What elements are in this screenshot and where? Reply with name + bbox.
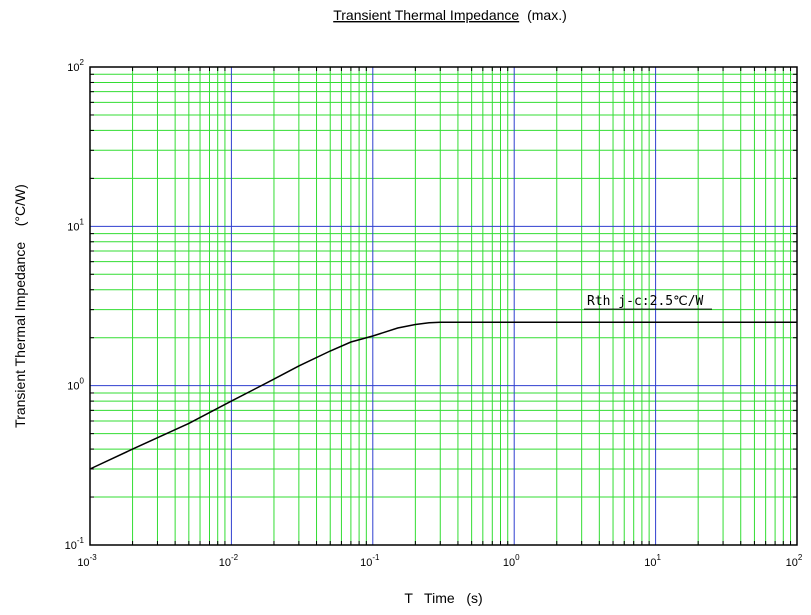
major-grid (90, 67, 797, 545)
y-tick-label: 10-1 (65, 536, 85, 552)
y-tick-exponent: -1 (77, 536, 85, 545)
chart-title-suffix: (max.) (527, 7, 567, 23)
x-tick-base: 10 (644, 557, 656, 569)
y-axis-label: Transient Thermal Impedance (°C/W) (12, 184, 28, 428)
x-tick-label: 100 (503, 553, 520, 569)
x-tick-exponent: 2 (798, 553, 803, 562)
y-tick-exponent: 0 (80, 377, 85, 386)
x-tick-label: 10-1 (360, 553, 380, 569)
x-tick-exponent: -2 (231, 553, 239, 562)
x-tick-label: 102 (786, 553, 803, 569)
y-tick-base: 10 (67, 381, 79, 393)
x-tick-base: 10 (503, 557, 515, 569)
x-tick-exponent: 0 (515, 553, 520, 562)
x-tick-exponent: -1 (372, 553, 380, 562)
y-tick-base: 10 (67, 62, 79, 74)
thermal-impedance-curve (89, 321, 797, 470)
x-tick-label: 10-2 (219, 553, 239, 569)
chart-title-main: Transient Thermal Impedance (333, 7, 519, 23)
x-tick-label: 10-3 (77, 553, 97, 569)
minor-grid (90, 67, 797, 545)
y-tick-base: 10 (65, 540, 77, 552)
x-tick-label: 101 (644, 553, 661, 569)
annotation-group: Rth j-c:2.5℃/W (584, 294, 712, 310)
x-tick-base: 10 (219, 557, 231, 569)
x-tick-base: 10 (77, 557, 89, 569)
y-tick-label: 100 (67, 377, 84, 393)
y-tick-label: 101 (67, 217, 84, 233)
x-axis-label: T Time (s) (404, 590, 482, 606)
chart-title: Transient Thermal Impedance (max.) (333, 7, 567, 23)
rth-annotation: Rth j-c:2.5℃/W (587, 294, 704, 309)
x-tick-exponent: 1 (656, 553, 661, 562)
x-tick-base: 10 (786, 557, 798, 569)
y-tick-label: 102 (67, 58, 84, 74)
x-tick-base: 10 (360, 557, 372, 569)
y-tick-exponent: 1 (80, 217, 85, 226)
series-group (89, 321, 797, 470)
y-tick-exponent: 2 (80, 58, 85, 67)
y-tick-base: 10 (67, 221, 79, 233)
plot-frame (89, 66, 798, 546)
chart-title-group: Transient Thermal Impedance (max.) (333, 7, 567, 23)
x-tick-exponent: -3 (90, 553, 98, 562)
